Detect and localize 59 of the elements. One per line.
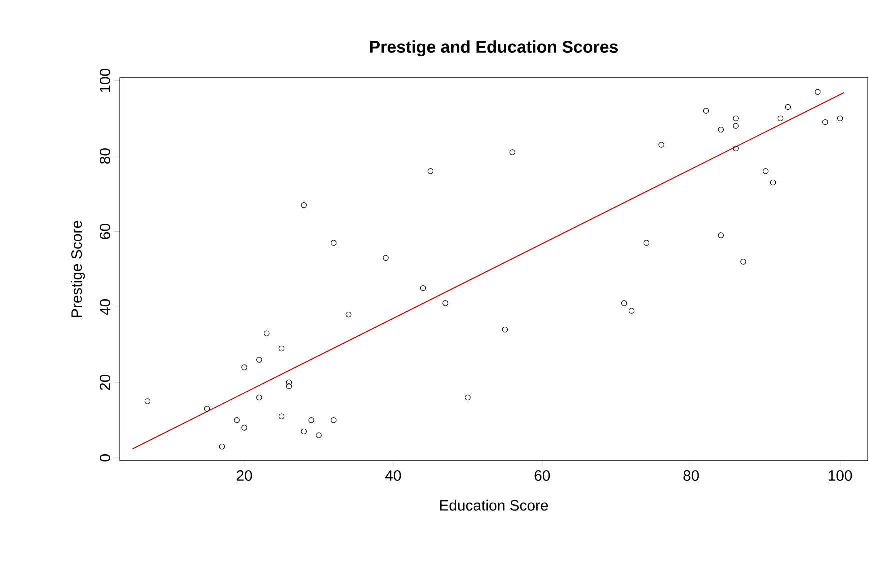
point [837, 116, 844, 122]
point [256, 394, 262, 401]
point [740, 259, 746, 265]
point [301, 428, 307, 435]
point [644, 240, 650, 246]
point [733, 123, 739, 130]
point [383, 255, 389, 262]
point [286, 384, 292, 390]
point [628, 308, 635, 314]
y-tick-label: 100 [100, 68, 111, 92]
point [346, 312, 352, 318]
x-tick-label: 100 [828, 470, 852, 482]
point [428, 168, 434, 174]
point [822, 119, 828, 126]
y-tick-label: 20 [100, 374, 111, 390]
point [278, 346, 285, 352]
point [442, 300, 448, 306]
point [316, 432, 322, 438]
point [733, 146, 739, 152]
y-tick-label: 0 [100, 454, 111, 462]
point [331, 240, 337, 246]
point [278, 414, 285, 420]
point [234, 418, 240, 424]
y-axis-title: Prestige Score [71, 221, 86, 318]
x-axis-title: Education Score [440, 500, 548, 511]
x-tick-label: 60 [534, 470, 550, 482]
point [420, 285, 426, 292]
point [815, 89, 821, 96]
point [621, 300, 628, 306]
x-tick-label: 80 [684, 470, 700, 482]
point [264, 330, 270, 337]
point [204, 406, 210, 412]
point [256, 357, 262, 363]
point [510, 150, 516, 156]
point [718, 232, 724, 238]
chart-title: Prestige and Education Scores [370, 40, 618, 56]
point [762, 168, 769, 174]
point [144, 398, 151, 404]
point [733, 116, 739, 122]
point [718, 127, 724, 133]
point [286, 380, 292, 386]
point [242, 425, 248, 431]
x-tick-label: 20 [236, 470, 252, 482]
point [465, 394, 471, 401]
point [502, 326, 508, 333]
point [331, 418, 337, 424]
point [242, 364, 248, 370]
point [219, 444, 226, 450]
point [301, 202, 307, 208]
x-tick-label: 40 [386, 470, 402, 482]
point [770, 180, 776, 186]
point [703, 108, 710, 114]
point [778, 116, 784, 122]
point [785, 104, 792, 110]
y-tick-label: 60 [100, 224, 111, 240]
point [658, 142, 664, 148]
y-tick-label: 80 [100, 148, 111, 164]
y-tick-label: 40 [100, 299, 111, 316]
point [308, 418, 314, 424]
